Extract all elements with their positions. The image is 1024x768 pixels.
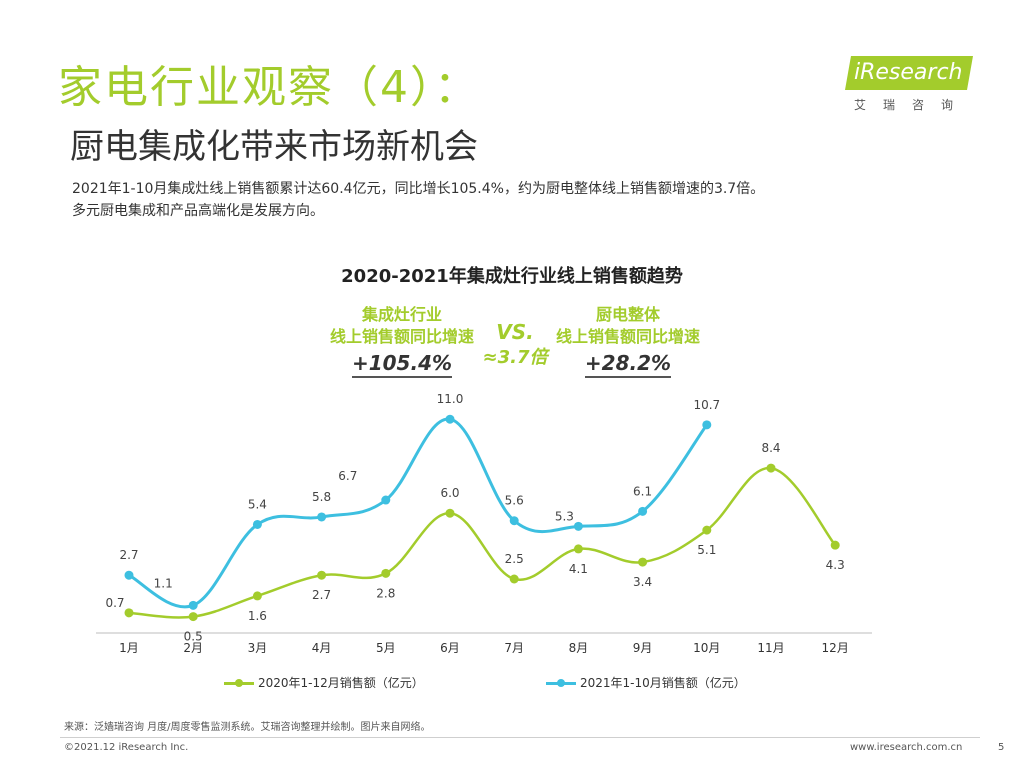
source-note: 来源：泛嫱瑞咨询 月度/周度零售监测系统。艾瑞咨询整理并绘制。图片来自网络。 [64,722,431,733]
data-label-2021: 10.7 [693,398,720,412]
description-line-1: 2021年1-10月集成灶线上销售额累计达60.4亿元，同比增长105.4%，约… [72,181,765,197]
data-point-2021 [317,512,327,522]
legend-item-2020: 2020年1-12月销售额（亿元） [224,674,424,691]
data-point-2020 [381,568,391,578]
comparison-right: 厨电整体 线上销售额同比增速 +28.2% [538,304,718,378]
comparison-left-line1: 集成灶行业 [361,305,442,324]
data-point-2020 [252,591,262,601]
comparison-right-line1: 厨电整体 [595,305,660,324]
x-tick-label: 2月 [183,641,203,655]
data-point-2020 [509,574,519,584]
website-link[interactable]: www.iresearch.com.cn [850,742,963,753]
data-point-2020 [317,570,327,580]
x-tick-label: 4月 [312,641,332,655]
x-tick-label: 7月 [504,641,524,655]
data-label-2020: 6.0 [440,486,459,500]
description: 2021年1-10月集成灶线上销售额累计达60.4亿元，同比增长105.4%，约… [72,178,764,222]
data-label-2021: 5.8 [312,490,331,504]
data-label-2020: 3.4 [633,575,652,589]
data-label-2021: 2.7 [119,548,138,562]
data-label-2020: 8.4 [761,441,780,455]
data-point-2021 [509,516,519,526]
data-label-2020: 0.5 [184,630,203,644]
comparison-vs: VS. ≈3.7倍 [470,318,560,370]
logo-text: iResearch [854,60,963,85]
series-line-2020 [128,466,837,619]
data-point-2020 [573,544,583,554]
data-point-2020 [766,463,776,473]
data-point-2020 [188,612,198,622]
x-tick-label: 5月 [376,641,396,655]
x-tick-label: 6月 [440,641,460,655]
description-line-2: 多元厨电集成和产品高端化是发展方向。 [72,203,324,219]
legend-label-2020: 2020年1-12月销售额（亿元） [258,676,424,690]
data-label-2021: 5.6 [505,494,524,508]
data-label-2020: 2.7 [312,588,331,602]
legend-label-2021: 2021年1-10月销售额（亿元） [580,676,746,690]
data-label-2020: 2.8 [376,586,395,600]
x-tick-label: 1月 [119,641,139,655]
data-label-2020: 0.7 [105,596,124,610]
data-label-2021: 6.1 [633,484,652,498]
copyright: ©2021.12 iResearch Inc. [64,742,189,753]
data-point-2020 [702,525,712,535]
data-label-2021: 5.3 [555,509,574,523]
data-point-2020 [445,508,455,518]
data-point-2021 [573,521,583,531]
comparison-left-value: +105.4% [351,350,453,378]
page-title: 家电行业观察（4）： [58,62,480,113]
vs-label: VS. [496,320,534,344]
data-label-2021: 5.4 [248,497,267,511]
legend-swatch-2021 [546,678,576,688]
data-label-2020: 4.1 [569,562,588,576]
data-point-2021 [445,414,455,424]
x-tick-label: 9月 [633,641,653,655]
x-tick-label: 8月 [569,641,589,655]
data-point-2021 [124,570,134,580]
ratio-label: ≈3.7倍 [482,347,548,368]
comparison-left: 集成灶行业 线上销售额同比增速 +105.4% [312,304,492,378]
footer-divider [60,737,980,738]
data-point-2020 [124,608,134,618]
data-label-2020: 1.6 [248,609,267,623]
comparison-right-line2: 线上销售额同比增速 [555,327,700,346]
legend-item-2021: 2021年1-10月销售额（亿元） [546,674,746,691]
data-label-2021: 11.0 [437,392,464,406]
data-point-2021 [252,519,262,529]
x-tick-label: 12月 [822,641,849,655]
series-line-2021 [128,417,709,609]
x-tick-label: 3月 [248,641,268,655]
data-label-2020: 4.3 [826,558,845,572]
logo-subtext: 艾瑞咨询 [854,98,971,112]
data-label-2020: 2.5 [505,552,524,566]
comparison-left-line2: 线上销售额同比增速 [329,327,474,346]
data-point-2021 [702,420,712,430]
x-tick-label: 11月 [757,641,784,655]
chart-title: 2020-2021年集成灶行业线上销售额趋势 [341,266,683,287]
legend-swatch-2020 [224,678,254,688]
data-point-2021 [638,506,648,516]
data-point-2020 [638,557,648,567]
data-label-2021: 1.1 [154,576,173,590]
data-point-2020 [830,540,840,550]
page-subtitle: 厨电集成化带来市场新机会 [70,127,478,167]
x-tick-label: 10月 [693,641,720,655]
data-label-2021: 6.7 [338,469,357,483]
page-number: 5 [998,742,1005,753]
data-point-2021 [381,495,391,505]
data-point-2021 [188,600,198,610]
iresearch-logo: iResearch 艾瑞咨询 [845,54,978,116]
data-label-2020: 5.1 [697,543,716,557]
comparison-right-value: +28.2% [584,350,672,378]
